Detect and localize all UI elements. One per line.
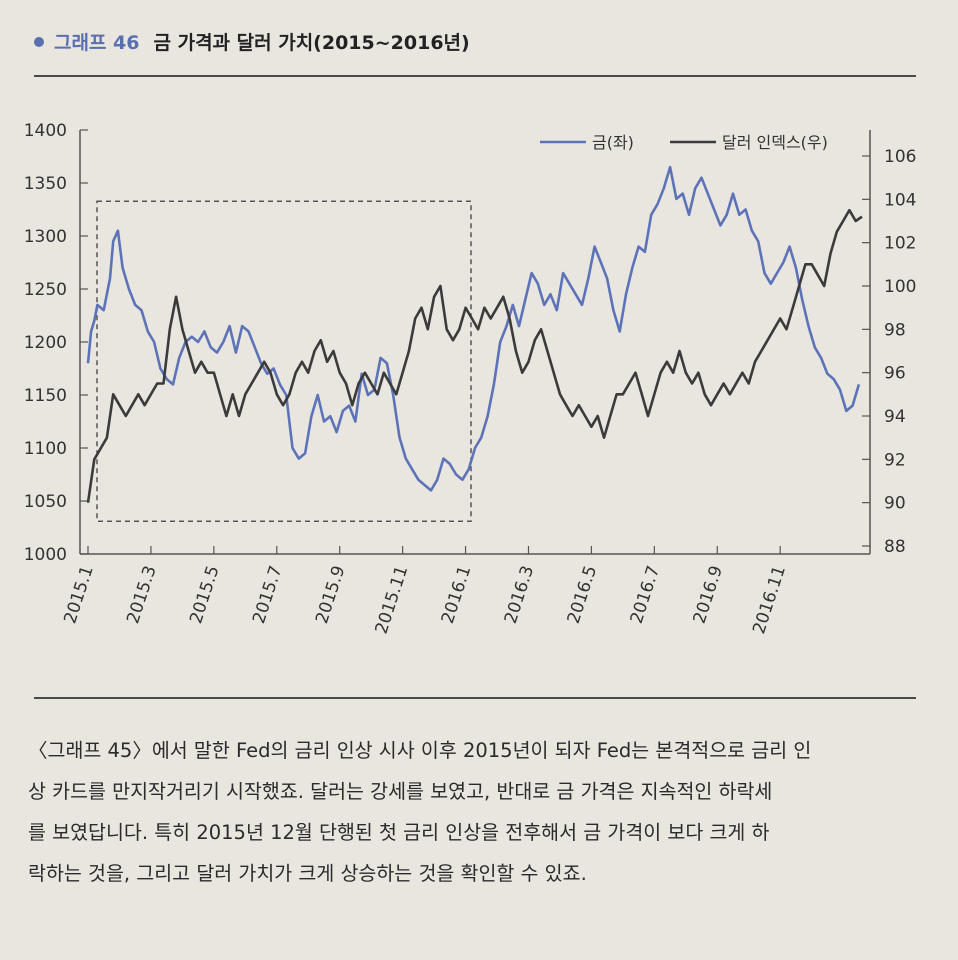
x-tick-label: 2016.1 (438, 563, 475, 626)
right-tick-label: 98 (884, 320, 906, 340)
right-tick-label: 104 (884, 190, 916, 210)
right-tick-label: 96 (884, 364, 906, 384)
x-tick-label: 2015.11 (372, 563, 413, 636)
figure-label: 그래프 46 (54, 32, 140, 54)
highlight-box (96, 200, 472, 522)
body-line: 상 카드를 만지작거리기 시작했죠. 달러는 강세를 보였고, 반대로 금 가격… (28, 780, 773, 803)
body-text: 〈그래프 45〉에서 말한 Fed의 금리 인상 시사 이후 2015년이 되자… (28, 730, 928, 894)
gold-dollar-chart: 1000 1050 1100 1150 1200 1250 1300 1350 1400 88 90… (24, 121, 917, 636)
x-tick-label: 2016.9 (690, 563, 727, 626)
legend-label: 달러 인덱스(우) (722, 133, 828, 152)
right-tick-label: 88 (884, 537, 906, 557)
left-tick-label: 1400 (24, 121, 67, 141)
left-tick-label: 1200 (24, 333, 67, 353)
right-tick-label: 102 (884, 234, 916, 254)
body-line: 락하는 것을, 그리고 달러 가치가 크게 상승하는 것을 확인할 수 있죠. (28, 862, 587, 885)
left-tick-label: 1250 (24, 280, 67, 300)
x-tick-label: 2016.7 (627, 563, 664, 626)
body-line: 〈그래프 45〉에서 말한 Fed의 금리 인상 시사 이후 2015년이 되자… (28, 739, 812, 762)
x-tick-label: 2015.1 (60, 563, 97, 626)
left-tick-label: 1350 (24, 174, 67, 194)
body-line: 를 보였답니다. 특히 2015년 12월 단행된 첫 금리 인상을 전후해서 … (28, 821, 770, 844)
figure-title: 금 가격과 달러 가치(2015~2016년) (153, 32, 470, 54)
right-tick-label: 106 (884, 147, 916, 167)
x-tick-label: 2015.3 (123, 563, 160, 626)
x-tick-label: 2015.7 (249, 563, 286, 626)
x-tick-label: 2016.3 (501, 563, 538, 626)
x-tick-label: 2015.5 (186, 563, 223, 626)
bullet-icon (34, 36, 44, 47)
left-tick-label: 1150 (24, 386, 67, 406)
right-tick-label: 90 (884, 494, 906, 514)
gold-price-line (86, 165, 861, 492)
left-tick-label: 1050 (24, 492, 67, 512)
x-tick-label: 2015.9 (312, 563, 349, 626)
right-tick-label: 100 (884, 277, 916, 297)
left-tick-label: 1100 (24, 439, 67, 459)
right-tick-label: 94 (884, 407, 906, 427)
x-tick-label: 2016.11 (749, 563, 790, 636)
legend-label: 금(좌) (592, 133, 634, 152)
bottom-divider (34, 697, 916, 699)
right-tick-label: 92 (884, 450, 906, 470)
top-divider (34, 75, 916, 77)
figure-header: 그래프 46 금 가격과 달러 가치(2015~2016년) (34, 28, 470, 55)
x-tick-label: 2016.5 (564, 563, 601, 626)
left-tick-label: 1300 (24, 227, 67, 247)
left-tick-label: 1000 (24, 545, 67, 565)
dollar-index-line (86, 208, 863, 503)
